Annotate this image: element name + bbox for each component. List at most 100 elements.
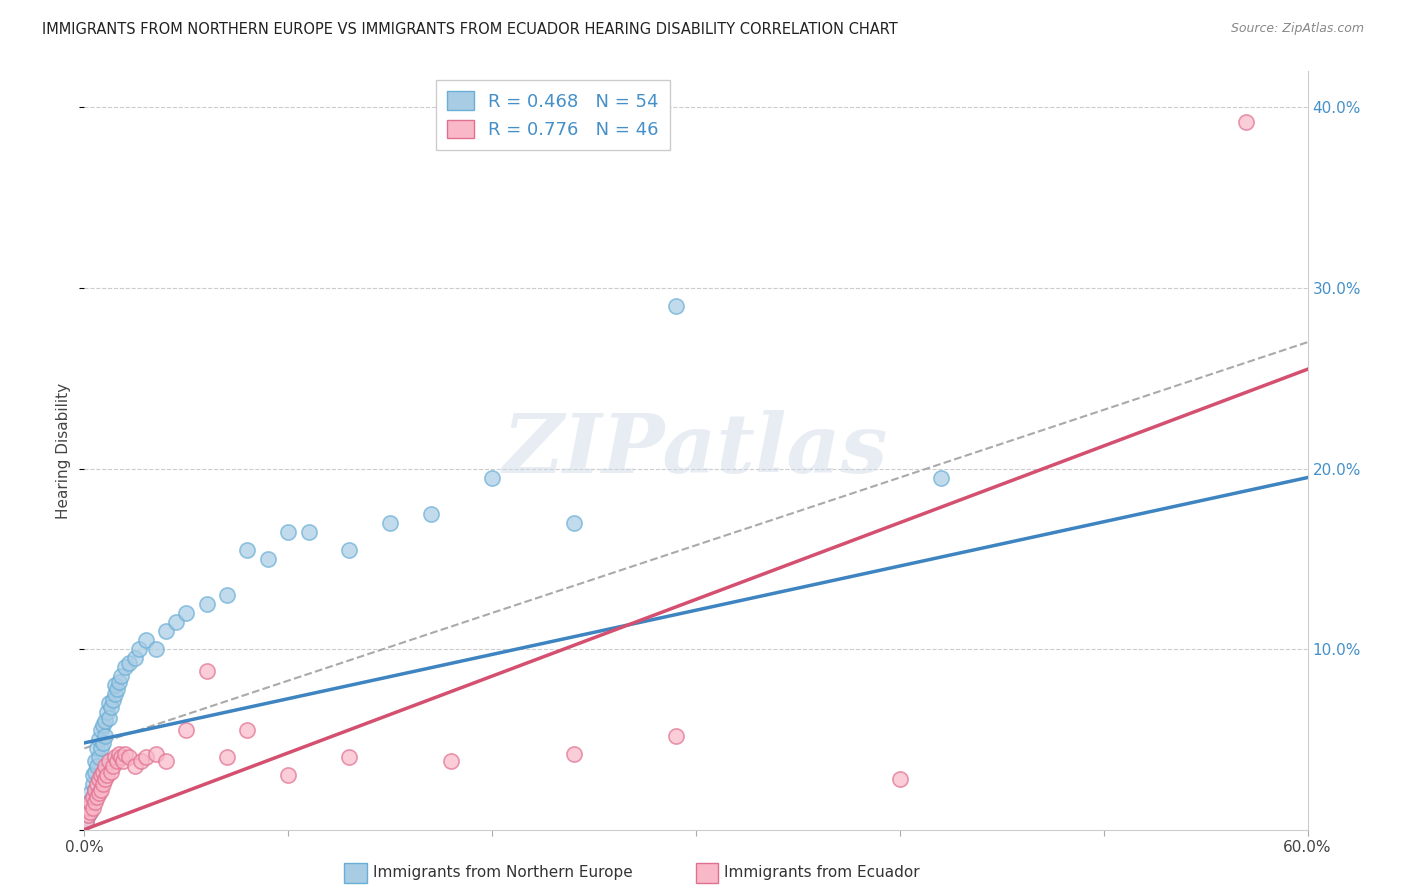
Point bbox=[339, 750, 361, 764]
Point bbox=[155, 754, 177, 768]
Point bbox=[889, 772, 911, 786]
Point bbox=[91, 718, 114, 732]
Point bbox=[165, 615, 187, 629]
Point bbox=[562, 747, 585, 761]
Point bbox=[87, 732, 110, 747]
Point bbox=[86, 777, 108, 791]
Point bbox=[86, 741, 108, 756]
Point bbox=[131, 754, 153, 768]
Point bbox=[97, 754, 120, 768]
Point bbox=[77, 808, 100, 822]
Point bbox=[79, 796, 101, 810]
Point bbox=[118, 657, 141, 671]
Point bbox=[104, 678, 127, 692]
Point bbox=[96, 705, 118, 719]
Point bbox=[77, 801, 100, 815]
Point bbox=[82, 790, 104, 805]
Point bbox=[929, 470, 952, 484]
Point bbox=[420, 507, 443, 521]
Point bbox=[101, 692, 124, 706]
Point bbox=[90, 782, 112, 797]
Point bbox=[83, 782, 105, 797]
Point bbox=[562, 516, 585, 530]
Point bbox=[87, 772, 110, 786]
Point bbox=[236, 542, 259, 557]
Point bbox=[91, 764, 114, 779]
Legend: R = 0.468   N = 54, R = 0.776   N = 46: R = 0.468 N = 54, R = 0.776 N = 46 bbox=[436, 80, 669, 150]
Text: Immigrants from Northern Europe: Immigrants from Northern Europe bbox=[373, 865, 633, 880]
Point bbox=[105, 754, 128, 768]
Point bbox=[104, 750, 127, 764]
Point bbox=[1236, 115, 1258, 129]
Point bbox=[155, 624, 177, 638]
Point bbox=[174, 723, 197, 738]
Point bbox=[217, 588, 239, 602]
Point bbox=[112, 754, 135, 768]
Point bbox=[108, 747, 131, 761]
Point bbox=[83, 754, 105, 768]
Point bbox=[91, 777, 114, 791]
Text: IMMIGRANTS FROM NORTHERN EUROPE VS IMMIGRANTS FROM ECUADOR HEARING DISABILITY CO: IMMIGRANTS FROM NORTHERN EUROPE VS IMMIG… bbox=[42, 22, 898, 37]
Point bbox=[83, 764, 105, 779]
Point bbox=[97, 696, 120, 710]
Point bbox=[77, 801, 100, 815]
Point bbox=[87, 750, 110, 764]
Text: Source: ZipAtlas.com: Source: ZipAtlas.com bbox=[1230, 22, 1364, 36]
Point bbox=[82, 801, 104, 815]
Point bbox=[108, 674, 131, 689]
Point bbox=[90, 768, 112, 782]
Point bbox=[75, 814, 97, 828]
Point bbox=[195, 664, 218, 678]
Point bbox=[110, 669, 132, 683]
Point bbox=[236, 723, 259, 738]
Point bbox=[79, 805, 101, 819]
Point bbox=[118, 750, 141, 764]
Point bbox=[79, 805, 101, 819]
Point bbox=[93, 729, 115, 743]
Point bbox=[145, 642, 167, 657]
Point bbox=[440, 754, 463, 768]
Point bbox=[90, 723, 112, 738]
Point bbox=[114, 660, 136, 674]
Point bbox=[75, 814, 97, 828]
Point bbox=[114, 747, 136, 761]
Point bbox=[101, 759, 124, 773]
Point bbox=[97, 711, 120, 725]
Point bbox=[277, 524, 299, 539]
Point bbox=[90, 741, 112, 756]
Text: ZIPatlas: ZIPatlas bbox=[503, 410, 889, 491]
Point bbox=[217, 750, 239, 764]
Point bbox=[380, 516, 402, 530]
Point bbox=[79, 796, 101, 810]
Point bbox=[665, 729, 688, 743]
Point bbox=[665, 299, 688, 313]
Point bbox=[77, 808, 100, 822]
Point bbox=[83, 782, 105, 797]
Point bbox=[135, 633, 157, 648]
Text: Immigrants from Ecuador: Immigrants from Ecuador bbox=[724, 865, 920, 880]
Point bbox=[481, 470, 503, 484]
Point bbox=[128, 642, 150, 657]
Point bbox=[82, 790, 104, 805]
Point bbox=[82, 768, 104, 782]
Point bbox=[93, 759, 115, 773]
Point bbox=[100, 699, 122, 714]
Point bbox=[339, 542, 361, 557]
Point bbox=[79, 787, 101, 801]
Point bbox=[100, 764, 122, 779]
Point bbox=[91, 736, 114, 750]
Point bbox=[277, 768, 299, 782]
Point bbox=[96, 768, 118, 782]
Point bbox=[86, 790, 108, 805]
Point bbox=[257, 551, 280, 566]
Point bbox=[195, 597, 218, 611]
Point bbox=[174, 606, 197, 620]
Point bbox=[86, 759, 108, 773]
Point bbox=[110, 750, 132, 764]
Y-axis label: Hearing Disability: Hearing Disability bbox=[56, 383, 72, 518]
Point bbox=[105, 681, 128, 696]
Point bbox=[124, 651, 146, 665]
Point bbox=[135, 750, 157, 764]
Point bbox=[87, 787, 110, 801]
Point bbox=[93, 714, 115, 729]
